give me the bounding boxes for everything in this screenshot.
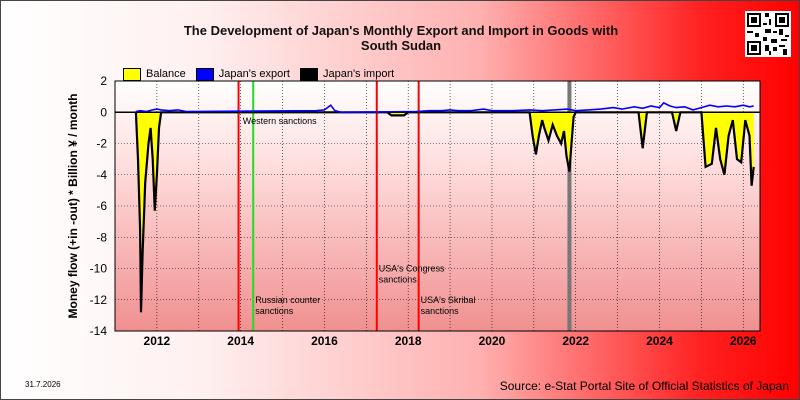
legend-item-balance: Balance [123,67,186,81]
source-note: Source: e-Stat Portal Site of Official S… [499,379,789,393]
export-line [135,101,754,114]
legend-label-import: Japan's import [322,68,395,80]
y-tick-label: -10 [90,262,108,276]
event-label: USA's Skribal sanctions [421,295,476,316]
y-tick-label: 0 [100,105,107,119]
y-tick-label: -4 [96,168,107,182]
y-axis-label: Money flow (+in -out) * Billion ¥ / mont… [66,94,80,319]
x-tick-label: 2022 [562,334,589,348]
event-label: Russian counter sanctions [255,295,320,316]
y-tick-label: -14 [90,324,108,338]
y-tick-label: 2 [100,74,107,88]
chart-title-line-1: The Development of Japan's Monthly Expor… [183,23,619,38]
legend-label-export: Japan's export [218,68,290,80]
y-tick-label: -6 [96,199,107,213]
x-tick-label: 2026 [730,334,757,348]
y-tick-label: -12 [90,293,108,307]
legend: Balance Japan's export Japan's import [123,67,404,81]
legend-item-export: Japan's export [195,67,290,81]
import-line [134,111,755,313]
chart-title: The Development of Japan's Monthly Expor… [61,23,741,53]
annotation-label: Western sanctions [243,116,317,126]
x-tick-label: 2024 [646,334,673,348]
x-tick-label: 2018 [395,334,422,348]
legend-swatch-export [195,67,214,81]
legend-swatch-import [299,67,318,81]
chart-title-line-2: South Sudan [360,38,442,53]
date-stamp: 31.7.2026 [25,380,61,389]
y-tick-label: -8 [96,230,107,244]
y-tick-label: -2 [96,137,107,151]
qr-code-icon [745,11,791,57]
legend-item-import: Japan's import [299,67,395,81]
x-tick-label: 2016 [311,334,338,348]
plot-border [114,80,761,332]
legend-swatch-balance [123,67,141,81]
event-label: USA's Congress sanctions [379,264,445,285]
x-tick-label: 2012 [144,334,171,348]
x-tick-label: 2020 [479,334,506,348]
x-tick-label: 2014 [227,334,254,348]
legend-label-balance: Balance [146,68,186,80]
